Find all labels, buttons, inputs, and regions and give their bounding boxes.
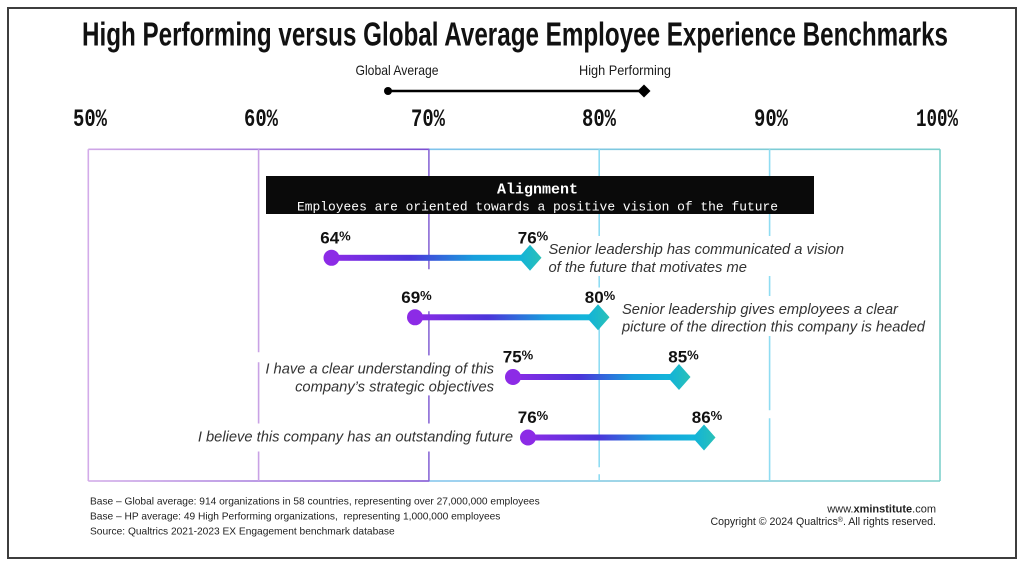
svg-text:85%: 85% [668, 348, 699, 367]
svg-text:Base – HP average: 49 High Per: Base – HP average: 49 High Performing or… [90, 512, 500, 523]
svg-text:I have a clear understanding o: I have a clear understanding of this [265, 361, 494, 377]
svg-text:80%: 80% [585, 288, 616, 307]
svg-text:Copyright © 2024 Qualtrics®. A: Copyright © 2024 Qualtrics®. All rights … [710, 516, 936, 528]
svg-text:Senior leadership gives employ: Senior leadership gives employees a clea… [622, 302, 899, 318]
svg-text:64%: 64% [320, 229, 351, 248]
svg-text:Employees are oriented towards: Employees are oriented towards a positiv… [297, 200, 778, 215]
svg-text:80%: 80% [582, 105, 617, 134]
svg-text:High Performing versus Global: High Performing versus Global Average Em… [82, 16, 948, 53]
svg-text:100%: 100% [916, 105, 959, 134]
svg-text:picture of the direction this: picture of the direction this company is… [621, 320, 926, 336]
svg-text:Source: Qualtrics 2021-2023 EX: Source: Qualtrics 2021-2023 EX Engagemen… [90, 527, 395, 538]
svg-text:90%: 90% [754, 105, 789, 134]
svg-text:www.xminstitute.com: www.xminstitute.com [826, 504, 936, 516]
svg-text:76%: 76% [518, 408, 549, 427]
svg-text:Global Average: Global Average [356, 62, 439, 78]
svg-text:70%: 70% [411, 105, 446, 134]
svg-text:Alignment: Alignment [497, 182, 578, 199]
svg-text:Senior leadership has communic: Senior leadership has communicated a vis… [549, 242, 845, 258]
svg-text:of the future that motivates m: of the future that motivates me [549, 260, 747, 276]
svg-text:company’s strategic objectives: company’s strategic objectives [295, 379, 495, 395]
svg-text:High Performing: High Performing [579, 62, 671, 78]
svg-text:Base – Global average: 914 org: Base – Global average: 914 organizations… [90, 497, 540, 508]
svg-text:I believe this company has an: I believe this company has an outstandin… [198, 430, 513, 446]
svg-text:69%: 69% [401, 288, 432, 307]
svg-text:75%: 75% [503, 348, 534, 367]
svg-text:86%: 86% [692, 408, 723, 427]
svg-text:76%: 76% [518, 229, 549, 248]
svg-text:50%: 50% [73, 105, 108, 134]
svg-text:60%: 60% [244, 105, 279, 134]
